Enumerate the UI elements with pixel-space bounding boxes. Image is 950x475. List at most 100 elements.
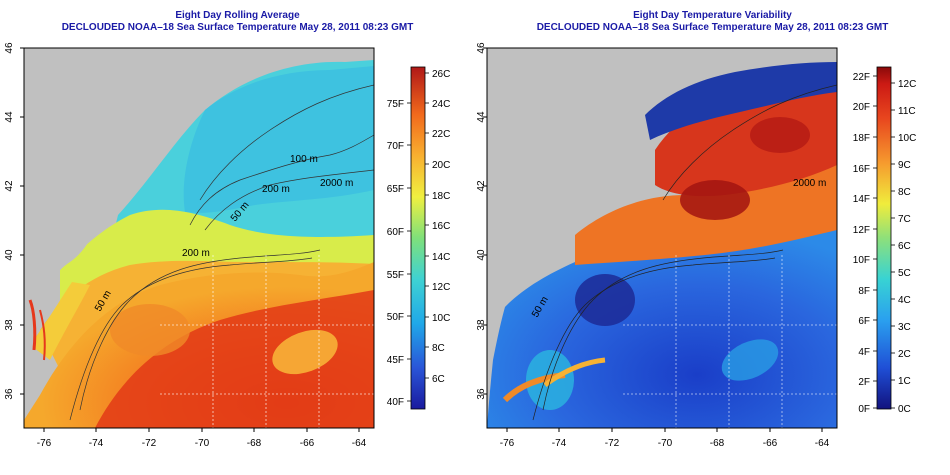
colorbar-c-label: 20C [432, 160, 450, 171]
contour-label: 200 m [262, 184, 290, 195]
y-tick: 36 [4, 388, 15, 400]
colorbar-c-label: 22C [432, 129, 450, 140]
sst-average-map: 100 m 200 m 2000 m 50 m 200 m 50 m -76 -… [4, 42, 450, 449]
y-tick: 40 [476, 249, 487, 261]
ocean-gulf-of-maine [183, 66, 374, 213]
warm-eddy [272, 329, 338, 375]
map-frame [486, 47, 838, 429]
y-tick: 36 [476, 388, 487, 400]
ocean-warm-core [95, 290, 374, 428]
x-tick: -66 [300, 438, 315, 449]
colorbar-c-label: 8C [898, 187, 911, 198]
colorbar-f-label: 12F [853, 225, 870, 236]
x-tick: -68 [710, 438, 725, 449]
ocean-gulf-maine-red [655, 76, 837, 197]
colorbar-c-label: 18C [432, 191, 450, 202]
colorbar-c-label: 5C [898, 268, 911, 279]
sst-colorbar: 26C 24C 22C 20C 18C 16C 14C 12C 10C 8C 6… [387, 66, 450, 410]
y-tick: 44 [476, 111, 487, 123]
x-axis: -76 -74 -72 -70 -68 -66 -64 [500, 428, 830, 449]
map-frame [23, 47, 375, 429]
contour-label: 200 m [182, 248, 210, 259]
left-title: Eight Day Rolling Average [175, 10, 300, 21]
colorbar-f-label: 20F [853, 102, 870, 113]
x-tick: -76 [500, 438, 515, 449]
colorbar-c-label: 9C [898, 160, 911, 171]
left-subtitle: DECLOUDED NOAA–18 Sea Surface Temperatur… [61, 22, 414, 33]
y-tick: 42 [4, 180, 15, 192]
y-tick: 40 [4, 249, 15, 261]
y-axis: 46 44 42 40 38 36 [4, 42, 24, 400]
sst-average-panel: Eight Day Rolling Average DECLOUDED NOAA… [4, 10, 450, 449]
colorbar-f-label: 16F [853, 164, 870, 175]
sst-variability-panel: Eight Day Temperature Variability DECLOU… [475, 0, 950, 475]
x-axis: -76 -74 -72 -70 -68 -66 -64 [37, 428, 367, 449]
x-tick: -76 [37, 438, 52, 449]
coastline-land [487, 48, 614, 428]
colorbar-f-label: 0F [858, 404, 870, 415]
colorbar-c-label: 6C [432, 374, 445, 385]
x-tick: -74 [552, 438, 567, 449]
colorbar-f-label: 8F [858, 286, 870, 297]
colorbar-c-label: 6C [898, 241, 911, 252]
y-tick: 46 [4, 42, 15, 54]
ocean-shelf-yellow [60, 209, 374, 380]
y-tick: 44 [4, 111, 15, 123]
depth-contours [69, 84, 374, 421]
colorbar-f-label: 40F [387, 397, 404, 408]
x-tick: -64 [352, 438, 367, 449]
x-tick: -74 [89, 438, 104, 449]
y-tick: 38 [4, 319, 15, 331]
colorbar-f-label: 6F [858, 316, 870, 327]
colorbar-c-label: 26C [432, 69, 450, 80]
depth-contours [532, 84, 837, 421]
y-tick: 38 [476, 319, 487, 331]
x-tick: -72 [142, 438, 157, 449]
colorbar-f-label: 75F [387, 99, 404, 110]
colorbar-c-label: 7C [898, 214, 911, 225]
colorbar-f-label: 22F [853, 72, 870, 83]
colorbar-c-label: 0C [898, 404, 911, 415]
colorbar-f-label: 18F [853, 133, 870, 144]
colorbar-c-label: 3C [898, 322, 911, 333]
colorbar-f-label: 55F [387, 270, 404, 281]
y-tick: 42 [476, 180, 487, 192]
colorbar-c-label: 24C [432, 99, 450, 110]
colorbar-f-label: 65F [387, 184, 404, 195]
x-tick: -70 [195, 438, 210, 449]
x-tick: -72 [605, 438, 620, 449]
x-tick: -70 [658, 438, 673, 449]
colorbar-c-label: 8C [432, 343, 445, 354]
contour-label: 100 m [290, 154, 318, 165]
colorbar-c-label: 12C [432, 282, 450, 293]
colorbar-c-label: 12C [898, 79, 916, 90]
colorbar-f-label: 14F [853, 194, 870, 205]
colorbar-c-label: 11C [898, 106, 916, 117]
x-tick: -66 [763, 438, 778, 449]
right-title: Eight Day Temperature Variability [633, 10, 792, 21]
coastline-land [24, 48, 151, 428]
y-axis: 46 44 42 40 38 36 [476, 42, 487, 400]
contour-label: 2000 m [793, 178, 826, 189]
colorbar-f-label: 70F [387, 141, 404, 152]
y-tick: 46 [476, 42, 487, 54]
sst-variability-map: 2000 m 50 m -76 -74 -72 -70 -68 -66 -64 [476, 42, 916, 449]
colorbar-f-label: 60F [387, 227, 404, 238]
colorbar-c-label: 4C [898, 295, 911, 306]
colorbar-f-label: 45F [387, 355, 404, 366]
x-tick: -68 [247, 438, 262, 449]
colorbar-c-label: 10C [898, 133, 916, 144]
variability-colorbar: 12C 11C 10C 9C 8C 7C 6C 5C 4C 3C 2C 1C 0… [853, 66, 916, 415]
colorbar-f-label: 10F [853, 255, 870, 266]
colorbar-c-label: 10C [432, 313, 450, 324]
colorbar-f-label: 50F [387, 312, 404, 323]
right-subtitle: DECLOUDED NOAA–18 Sea Surface Temperatur… [536, 22, 889, 33]
colorbar-c-label: 14C [432, 252, 450, 263]
colorbar-c-label: 16C [432, 221, 450, 232]
contour-label: 2000 m [320, 178, 353, 189]
x-tick: -64 [815, 438, 830, 449]
colorbar-f-label: 4F [858, 347, 870, 358]
colorbar-f-label: 2F [858, 377, 870, 388]
ocean-north-blue [645, 62, 837, 140]
colorbar-c-label: 2C [898, 349, 911, 360]
